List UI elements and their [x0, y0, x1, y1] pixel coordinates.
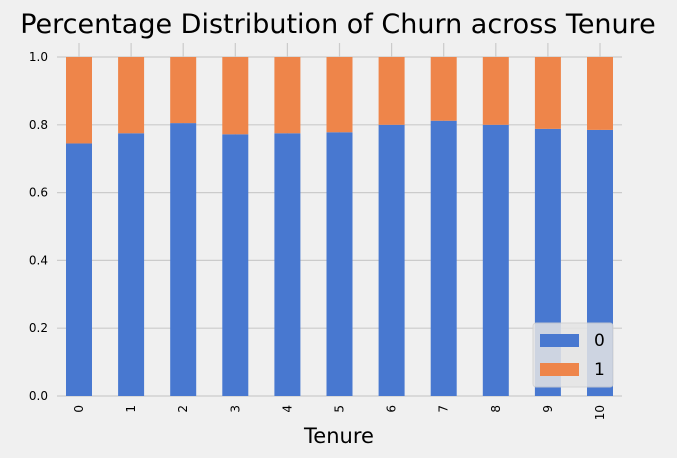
x-tick-label: 1 — [124, 405, 138, 413]
bar-series-0-tenure-3 — [222, 134, 249, 397]
x-tick-label: 8 — [489, 405, 503, 413]
bar-series-0-tenure-6 — [378, 124, 405, 397]
x-tick-label: 10 — [593, 405, 607, 420]
x-tick-label: 4 — [280, 405, 294, 413]
bar-series-1-tenure-7 — [430, 57, 457, 121]
y-tick-label: 0.2 — [29, 321, 48, 335]
legend-swatch-0 — [540, 334, 579, 347]
y-tick-labels: 0.0 0.2 0.4 0.6 0.8 1.0 — [29, 50, 48, 403]
legend: 01 — [532, 322, 614, 388]
bar-series-1-tenure-10 — [587, 57, 613, 130]
bar-series-1-tenure-2 — [170, 57, 197, 124]
x-tick-labels: 0 1 2 3 4 5 6 7 8 9 10 — [72, 405, 607, 420]
bar-series-0-tenure-5 — [326, 132, 353, 396]
y-tick-label: 0.4 — [29, 253, 48, 267]
y-tick-label: 0.8 — [29, 118, 48, 132]
legend-label-1: 1 — [594, 360, 605, 380]
bar-series-1-tenure-0 — [66, 57, 92, 144]
bar-series-0-tenure-0 — [66, 143, 92, 396]
bar-series-1-tenure-8 — [482, 57, 509, 125]
x-tick-label: 9 — [541, 405, 555, 413]
x-tick-label: 7 — [437, 405, 451, 413]
x-tick-label: 5 — [333, 405, 347, 413]
x-tick-label: 3 — [228, 405, 242, 413]
x-tick-label: 6 — [385, 405, 399, 413]
bars — [66, 57, 613, 397]
x-tick-label: 0 — [72, 405, 86, 413]
legend-swatch-1 — [540, 363, 579, 376]
bar-series-1-tenure-3 — [222, 57, 249, 135]
y-tick-label: 1.0 — [29, 50, 48, 64]
y-tick-label: 0.0 — [29, 389, 48, 403]
bar-series-0-tenure-8 — [482, 124, 509, 397]
bar-series-1-tenure-9 — [534, 57, 561, 129]
bar-series-0-tenure-2 — [170, 123, 197, 396]
y-tick-label: 0.6 — [29, 186, 48, 200]
bar-series-1-tenure-4 — [274, 57, 301, 134]
bar-series-1-tenure-6 — [378, 57, 405, 125]
chart-title: Percentage Distribution of Churn across … — [20, 9, 656, 40]
bar-series-1-tenure-5 — [326, 57, 353, 133]
x-axis-label: Tenure — [303, 424, 374, 448]
bar-series-1-tenure-1 — [118, 57, 145, 134]
legend-label-0: 0 — [594, 331, 605, 351]
bar-series-0-tenure-4 — [274, 133, 301, 396]
bar-series-0-tenure-1 — [118, 133, 145, 396]
x-tick-label: 2 — [176, 405, 190, 413]
bar-series-0-tenure-7 — [430, 120, 457, 397]
